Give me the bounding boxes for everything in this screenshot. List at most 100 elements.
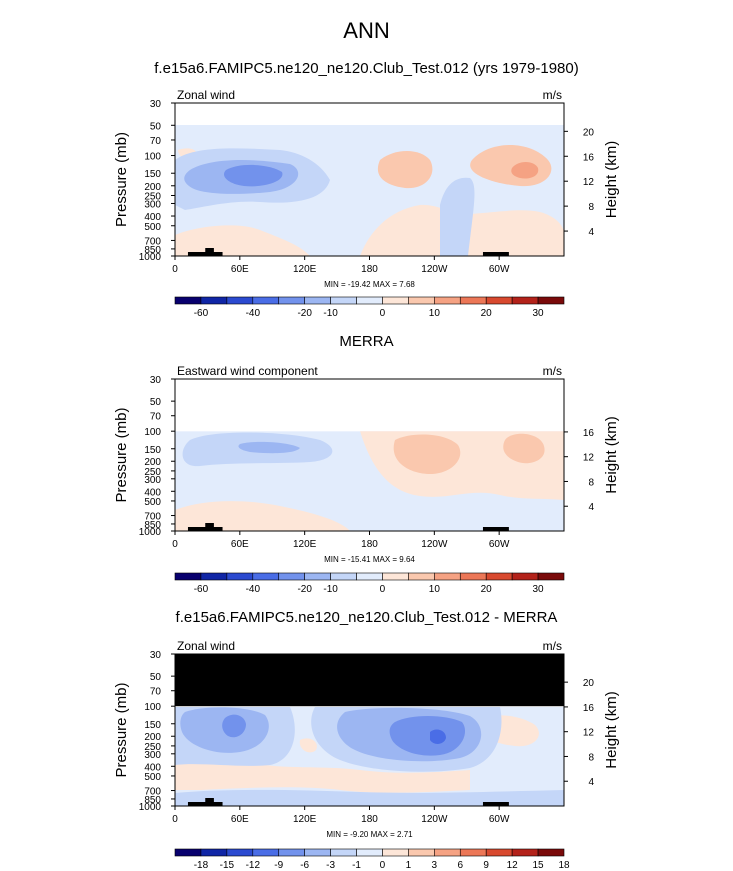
- topography-peak: [205, 523, 214, 531]
- colorbar-label: -18: [194, 860, 209, 871]
- stats-text: MIN = -15.41 MAX = 9.64: [324, 555, 415, 564]
- contour-band-6: [511, 162, 539, 179]
- x-tick-label: 180: [361, 264, 378, 275]
- colorbar-label: 9: [483, 860, 489, 871]
- height-axis-title: Height (km): [603, 141, 620, 219]
- y-tick-label: 700: [144, 512, 161, 523]
- y-tick-label: 400: [144, 212, 161, 223]
- colorbar-box: [200, 296, 228, 305]
- y-tick-label: 1000: [139, 527, 162, 538]
- colorbar-box: [304, 848, 331, 857]
- y-tick-label: 30: [150, 650, 162, 661]
- colorbar-box: [252, 572, 280, 581]
- y-tick-label: 70: [150, 136, 162, 147]
- colorbar-box: [408, 296, 435, 305]
- contour-band-3: [503, 433, 545, 464]
- x-tick-label: 60E: [231, 814, 249, 825]
- y-tick-label: 150: [144, 720, 161, 731]
- colorbar-box: [537, 572, 565, 581]
- colorbar-label: 6: [457, 860, 463, 871]
- contour-band-9: [224, 164, 283, 187]
- height-tick-label: 16: [583, 703, 595, 714]
- colorbar-label: 18: [558, 860, 570, 871]
- colorbar-box: [511, 572, 539, 581]
- height-tick-label: 8: [588, 202, 594, 213]
- colorbar-label: -40: [246, 308, 261, 319]
- y-tick-label: 150: [144, 445, 161, 456]
- height-tick-label: 4: [588, 502, 594, 513]
- topography-peak: [205, 248, 214, 256]
- colorbar-box: [434, 572, 461, 581]
- y-tick-label: 200: [144, 732, 161, 743]
- colorbar-box: [459, 296, 487, 305]
- colorbar-label: 3: [432, 860, 438, 871]
- colorbar-box: [434, 848, 461, 857]
- colorbar-label: 30: [533, 308, 545, 319]
- y-tick-label: 100: [144, 427, 161, 438]
- panel-3-units: m/s: [543, 639, 562, 653]
- stats-text: MIN = -19.42 MAX = 7.68: [324, 280, 415, 289]
- y-tick-label: 50: [150, 121, 162, 132]
- contour-band-2: [299, 738, 317, 753]
- contour-field: [175, 431, 564, 531]
- colorbar-label: 20: [481, 584, 493, 595]
- height-tick-label: 16: [583, 428, 595, 439]
- colorbar-label: 0: [380, 308, 386, 319]
- colorbar-box: [434, 296, 461, 305]
- colorbar-box: [537, 848, 565, 857]
- colorbar-label: -10: [323, 584, 338, 595]
- x-tick-label: 0: [172, 264, 178, 275]
- colorbar-box: [226, 848, 254, 857]
- colorbar-box: [174, 848, 202, 857]
- colorbar-label: -60: [194, 308, 209, 319]
- y-tick-label: 250: [144, 467, 161, 478]
- colorbar-box: [511, 848, 539, 857]
- y-tick-label: 500: [144, 222, 161, 233]
- x-tick-label: 120E: [293, 814, 317, 825]
- colorbar-label: -1: [352, 860, 361, 871]
- colorbar-label: 30: [533, 584, 545, 595]
- topography-andes: [482, 527, 509, 531]
- colorbar-box: [485, 296, 513, 305]
- y-tick-label: 30: [150, 375, 162, 386]
- y-tick-label: 400: [144, 487, 161, 498]
- colorbar-box: [485, 572, 513, 581]
- masked-region: [175, 654, 564, 707]
- y-tick-label: 850: [144, 795, 161, 806]
- y-axis-title: Pressure (mb): [113, 407, 130, 502]
- colorbar-box: [408, 848, 435, 857]
- y-tick-label: 100: [144, 702, 161, 713]
- colorbar-box: [459, 572, 487, 581]
- y-tick-label: 50: [150, 397, 162, 408]
- colorbar-label: -6: [300, 860, 309, 871]
- y-axis-title: Pressure (mb): [113, 132, 130, 227]
- y-tick-label: 70: [150, 412, 162, 423]
- contour-band-6: [238, 441, 300, 454]
- contour-band-10: [440, 177, 475, 256]
- colorbar-box: [356, 848, 383, 857]
- colorbar-label: -15: [220, 860, 235, 871]
- colorbar-label: -20: [297, 584, 312, 595]
- colorbar-box: [252, 296, 280, 305]
- height-axis-title: Height (km): [603, 416, 620, 494]
- y-tick-label: 850: [144, 245, 161, 256]
- colorbar-box: [511, 296, 539, 305]
- colorbar-box: [174, 296, 202, 305]
- panel-1-title: f.e15a6.FAMIPC5.ne120_ne120.Club_Test.01…: [154, 60, 579, 77]
- height-tick-label: 12: [583, 453, 595, 464]
- contour-field: [175, 125, 564, 256]
- colorbar-box: [382, 572, 409, 581]
- x-tick-label: 60W: [489, 539, 510, 550]
- panel-1-left-label: Zonal wind: [177, 88, 235, 102]
- contour-band-12: [175, 789, 564, 806]
- page-title: ANN: [343, 18, 390, 43]
- colorbar-box: [174, 572, 202, 581]
- stats-text: MIN = -9.20 MAX = 2.71: [326, 830, 413, 839]
- x-tick-label: 60E: [231, 264, 249, 275]
- height-tick-label: 16: [583, 152, 595, 163]
- height-tick-label: 20: [583, 127, 595, 138]
- panel-2-left-label: Eastward wind component: [177, 364, 318, 378]
- colorbar-label: 10: [429, 584, 441, 595]
- colorbar-label: 1: [406, 860, 412, 871]
